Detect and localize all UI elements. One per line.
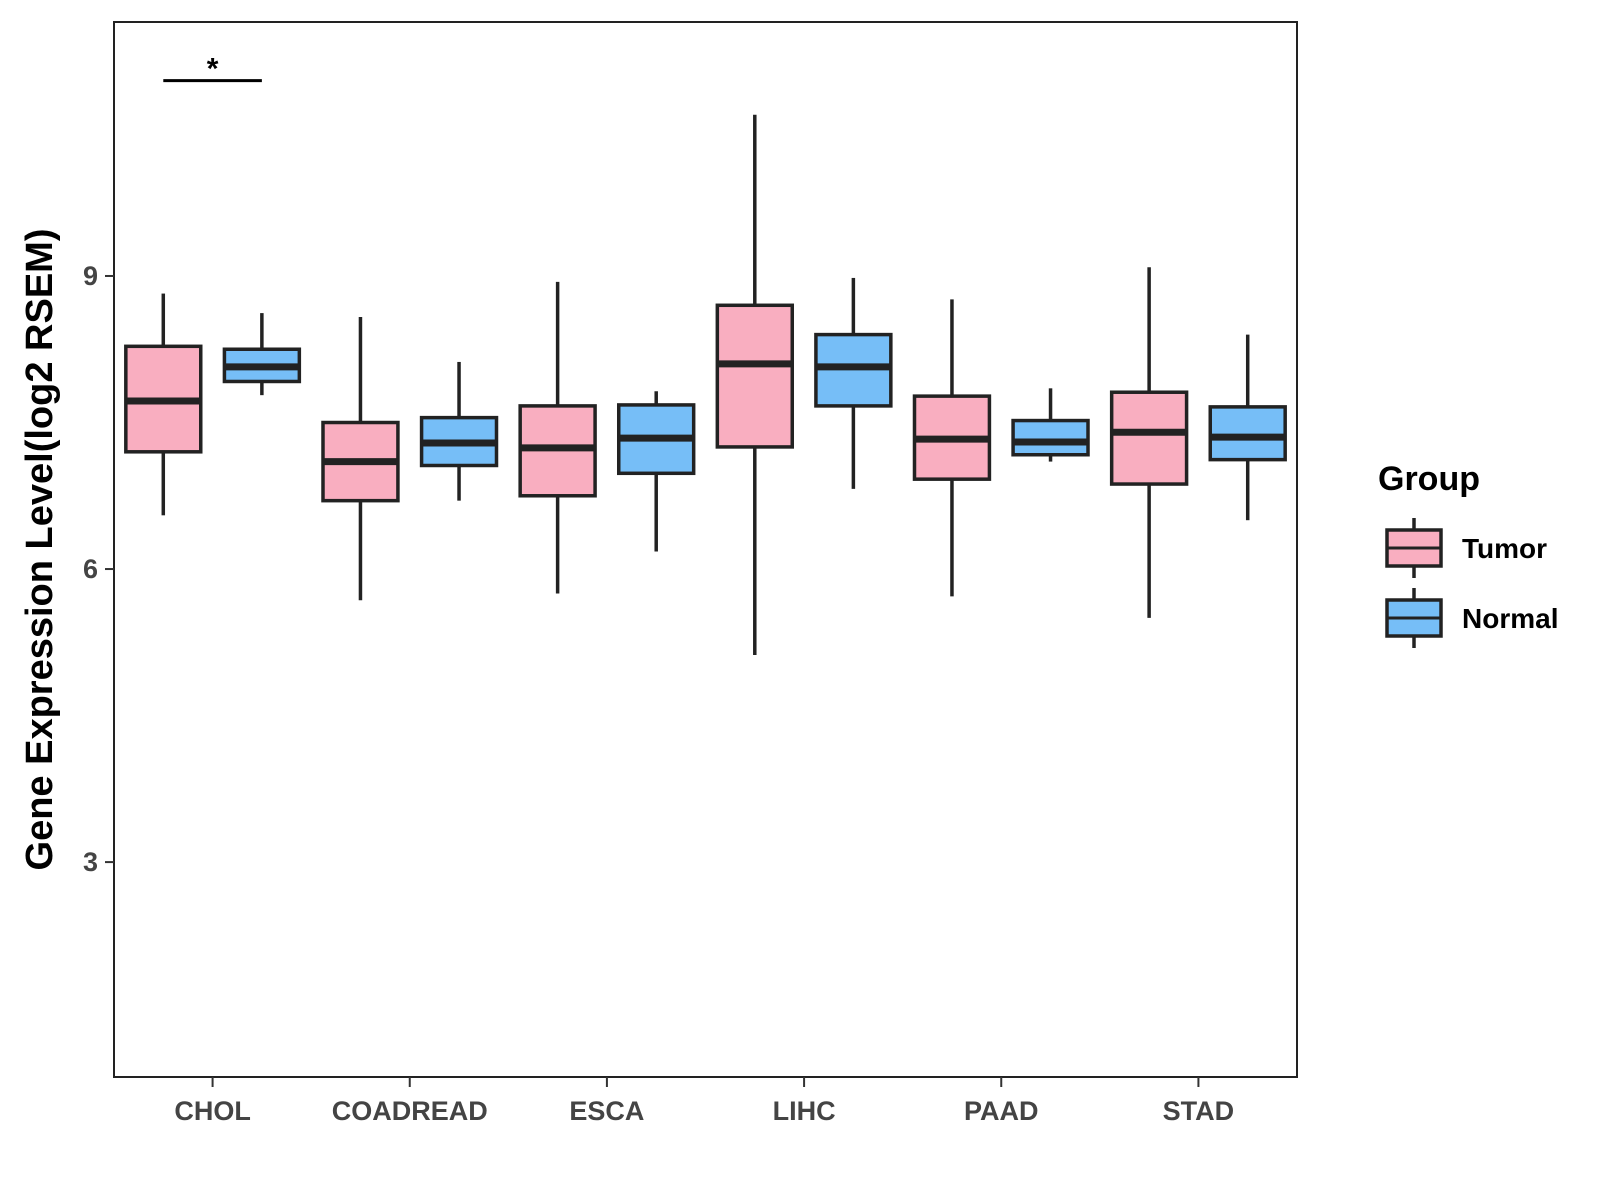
box-tumor-chol <box>124 293 203 516</box>
box-body <box>715 303 795 449</box>
y-axis-title: Gene Expression Level(log2 RSEM) <box>19 229 61 871</box>
x-axis: CHOL COADREAD ESCA LIHC PAAD STAD <box>174 1077 1234 1126</box>
box-tumor-esca <box>518 281 597 594</box>
box-normal-stad <box>1208 334 1287 521</box>
box-tumor-stad <box>1109 267 1189 618</box>
box-body <box>1208 405 1287 462</box>
legend: Group Tumor Normal <box>1378 460 1558 648</box>
significance-annotations: * <box>163 53 262 86</box>
box-tumor-paad <box>912 299 992 597</box>
y-tick-label: 9 <box>83 261 98 291</box>
y-axis: 3 6 9 <box>83 261 114 877</box>
x-tick-label: LIHC <box>773 1096 836 1126</box>
y-tick-label: 3 <box>83 847 98 877</box>
legend-label: Tumor <box>1462 533 1547 564</box>
x-tick-label: STAD <box>1163 1096 1235 1126</box>
box-normal-esca <box>616 391 696 552</box>
box-normal-paad <box>1011 388 1090 462</box>
legend-item-normal: Normal <box>1385 588 1558 648</box>
x-tick-label: CHOL <box>174 1096 251 1126</box>
x-tick-label: COADREAD <box>332 1096 488 1126</box>
box-normal-coadread <box>419 361 499 501</box>
box-body <box>1109 390 1189 486</box>
boxes-layer <box>124 114 1287 655</box>
significance-label: * <box>207 53 219 86</box>
box-tumor-lihc <box>715 114 795 655</box>
plot-panel <box>113 21 1298 1078</box>
x-tick-label: PAAD <box>964 1096 1039 1126</box>
y-tick-label: 6 <box>83 554 98 584</box>
legend-title: Group <box>1378 460 1480 498</box>
box-body <box>1011 418 1090 457</box>
box-normal-lihc <box>814 277 893 489</box>
box-tumor-coadread <box>321 317 400 601</box>
box-normal-chol <box>222 313 302 396</box>
x-tick-label: ESCA <box>569 1096 644 1126</box>
legend-item-tumor: Tumor <box>1385 518 1547 578</box>
legend-label: Normal <box>1462 603 1558 634</box>
